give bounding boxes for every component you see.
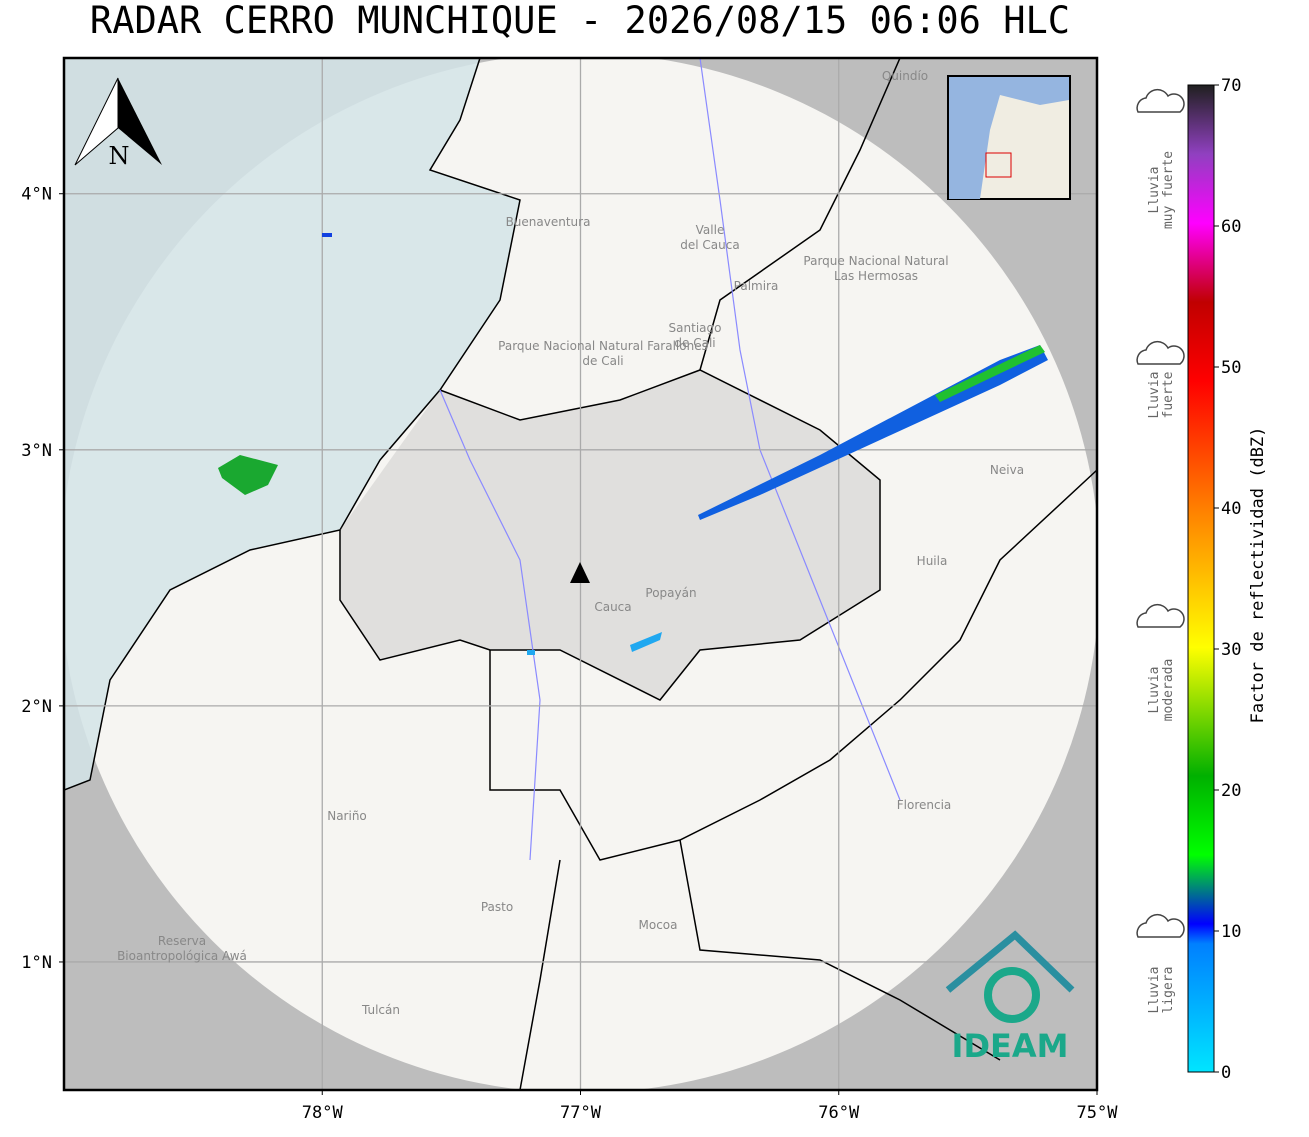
colorbar-label: Factor de reflectividad (dBZ) — [1248, 427, 1268, 724]
river — [699, 58, 901, 801]
place-label: Cauca — [594, 600, 631, 614]
place-label: Pasto — [481, 900, 513, 914]
logo: IDEAM — [945, 930, 1075, 1065]
region-border — [699, 58, 901, 371]
place-label: Parque Nacional Natural Las Hermosas — [803, 254, 948, 283]
lat-tick-label: 3°N — [21, 441, 52, 461]
colorbar-tick-label: 30 — [1221, 640, 1241, 660]
north-label: N — [109, 142, 130, 170]
colorbar-tick-label: 60 — [1221, 217, 1241, 237]
legend-label: Lluviamoderada — [1147, 659, 1176, 722]
place-label: Quindío — [882, 69, 928, 83]
ocean — [64, 58, 520, 790]
place-label: Santiago de Cali — [669, 321, 722, 350]
place-label: Nariño — [327, 809, 367, 823]
colorbar-tick-label: 40 — [1221, 499, 1241, 519]
place-label: Tulcán — [361, 1003, 400, 1017]
weather-icon — [1136, 913, 1185, 938]
place-label: Florencia — [897, 798, 952, 812]
legend-label: Lluviafuerte — [1147, 371, 1176, 418]
place-label: Parque Nacional Natural Farallones de Cal… — [498, 339, 708, 368]
radar-echo — [935, 345, 1045, 402]
lat-tick-label: 2°N — [21, 697, 52, 717]
radar-echo — [218, 455, 278, 495]
title: RADAR CERRO MUNCHIQUE - 2026/08/15 06:06… — [90, 0, 1070, 42]
place-label: Valle del Cauca — [680, 223, 739, 252]
weather-icon — [1136, 340, 1185, 365]
place-label: Huila — [917, 554, 948, 568]
radar-echo — [630, 632, 662, 652]
weather-icon — [1136, 88, 1185, 113]
colorbar-tick-label: 70 — [1221, 76, 1241, 96]
place-label: Popayán — [645, 586, 696, 600]
colorbar — [1187, 84, 1215, 1073]
place-label: Palmira — [734, 279, 779, 293]
coastline — [64, 58, 521, 791]
lon-tick-label: 77°W — [560, 1103, 602, 1123]
colorbar-tick-label: 10 — [1221, 922, 1241, 942]
lon-tick-label: 78°W — [302, 1103, 344, 1123]
place-label: Neiva — [990, 463, 1024, 477]
lat-tick-label: 4°N — [21, 185, 52, 205]
place-label: Reserva Bioantropológica Awá — [117, 934, 247, 963]
colorbar-tick-label: 20 — [1221, 781, 1241, 801]
radar-site — [570, 562, 590, 583]
logo-text: IDEAM — [952, 1027, 1069, 1065]
place-label: Buenaventura — [506, 215, 591, 229]
lon-tick-label: 76°W — [818, 1103, 860, 1123]
lat-tick-label: 1°N — [21, 953, 52, 973]
place-label: Mocoa — [639, 918, 678, 932]
legend-label: Lluvialigera — [1147, 967, 1176, 1014]
map: Quindío Buenaventura Valle del Cauca Palmira… — [64, 58, 1097, 1090]
colorbar-tick-label: 0 — [1221, 1063, 1231, 1083]
inset-map — [947, 75, 1071, 200]
north-arrow: N — [74, 77, 162, 170]
radar-echo — [527, 650, 535, 655]
region-border — [519, 839, 1001, 1090]
region-border — [489, 469, 1097, 861]
weather-icon — [1136, 603, 1185, 628]
colorbar-tick-label: 50 — [1221, 358, 1241, 378]
region-border — [339, 369, 881, 701]
river — [439, 389, 541, 861]
legend-label: Lluviamuy fuerte — [1147, 151, 1176, 229]
radar-echo — [322, 233, 332, 237]
lon-tick-label: 75°W — [1077, 1103, 1119, 1123]
